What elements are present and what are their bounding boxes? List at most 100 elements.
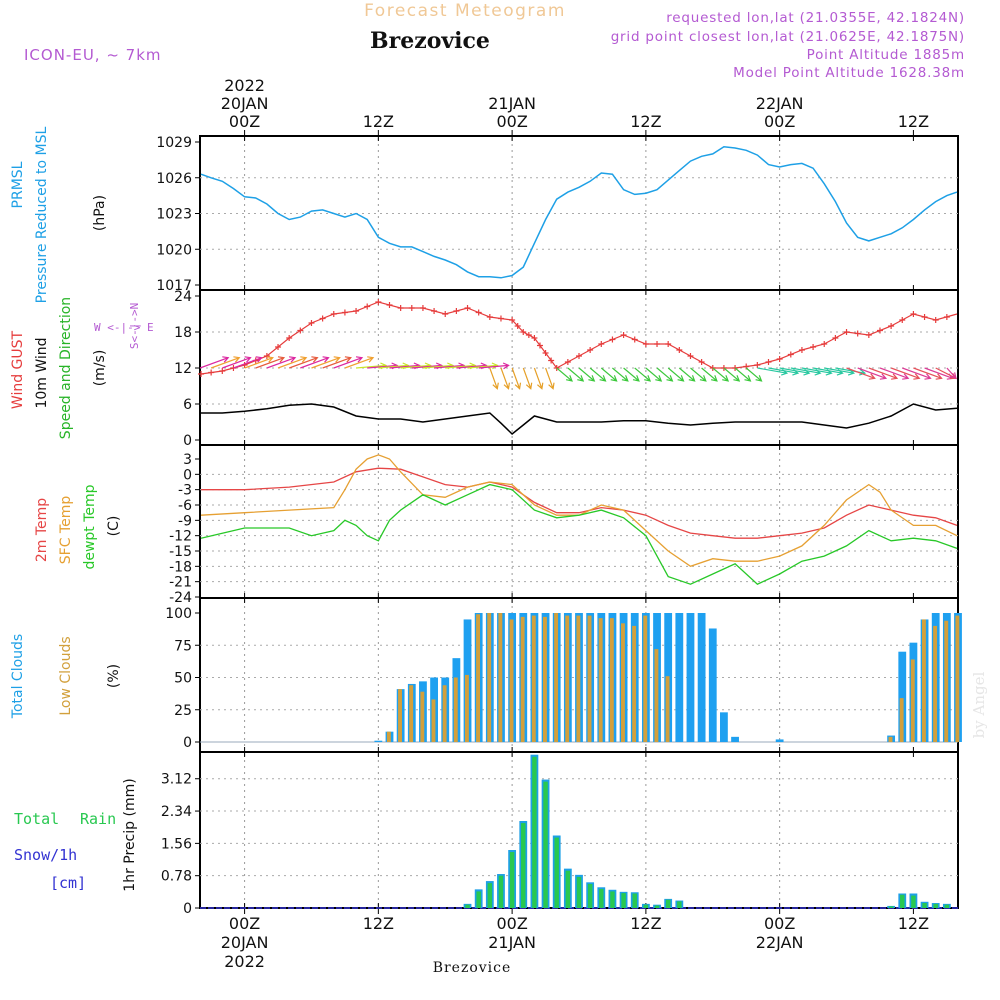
header-title-faint: Forecast Meteogram — [364, 1, 566, 21]
header-point-alt: Point Altitude 1885m — [807, 47, 965, 63]
y-tick-label: -9 — [178, 513, 192, 529]
wind-arrow — [277, 356, 308, 369]
wind-compass-we: W <-|-> E — [94, 321, 154, 334]
total-cloud-bar — [898, 651, 907, 742]
gust-marker — [832, 335, 839, 341]
wind-arrow — [500, 367, 510, 390]
bottom-tick-label: 12Z — [898, 914, 929, 933]
gust-marker — [509, 317, 516, 323]
gust-marker — [308, 320, 315, 326]
low-cloud-bar — [442, 685, 447, 742]
wind-arrow — [511, 367, 522, 390]
y-tick-label: 100 — [165, 606, 192, 622]
gust-marker — [514, 323, 521, 329]
bottom-tick-date: 20JAN — [221, 933, 269, 952]
precip-rain-bar — [554, 837, 559, 908]
gust-marker — [587, 347, 594, 353]
wind-arrow — [222, 356, 252, 369]
y-tick-label: 3 — [183, 452, 192, 468]
low-cloud-bar — [665, 676, 670, 742]
gust-marker — [198, 371, 204, 377]
wind-unit: (m/s) — [92, 350, 108, 387]
total-cloud-bar — [775, 739, 784, 742]
sfc-temp-line — [200, 454, 958, 568]
gust-marker — [609, 336, 616, 343]
y-tick-label: 1029 — [156, 135, 192, 151]
y-tick-label: 1017 — [156, 278, 192, 294]
wind-arrow — [266, 356, 297, 369]
gust-marker — [219, 368, 226, 374]
top-tick-date: 22JAN — [756, 94, 804, 113]
bottom-tick-label: 12Z — [363, 914, 394, 933]
panel-4: 100 75 50 25 0 — [165, 597, 959, 753]
gust-marker — [765, 359, 772, 365]
gust-marker — [297, 327, 304, 334]
gust-marker — [642, 341, 649, 347]
gust-marker — [665, 341, 672, 347]
gust-marker — [497, 315, 504, 322]
gust-marker — [943, 314, 950, 320]
gust-marker — [732, 365, 739, 371]
gust-marker — [910, 311, 917, 317]
gust-marker — [921, 314, 928, 320]
t2m-line — [201, 467, 958, 539]
low-cloud-bar — [409, 685, 414, 742]
y-tick-label: 0 — [183, 735, 192, 751]
wind-speed-line — [201, 403, 958, 436]
precip-rain-bar — [677, 901, 682, 908]
pressure-line — [200, 146, 958, 279]
low-clouds-label: Low Clouds — [58, 636, 74, 715]
precip-rain-bar — [933, 903, 938, 908]
total-cloud-bar — [675, 613, 684, 742]
gust-marker — [876, 327, 883, 334]
wind-arrow — [667, 367, 685, 382]
low-cloud-bar — [476, 614, 481, 742]
gust-marker — [598, 341, 605, 347]
gust-marker — [319, 315, 326, 322]
top-tick-year: 2022 — [224, 76, 265, 95]
wind-arrow — [244, 356, 274, 369]
precip-rain-bar — [543, 781, 548, 908]
precip-ylabel: 1hr Precip (mm) — [122, 778, 138, 891]
gust-marker — [776, 356, 783, 362]
panel-3: 30-3-6-9-12-15-18-21-24 — [169, 444, 959, 606]
y-tick-label: 0.78 — [161, 869, 192, 885]
pressure-label-msl: Pressure Reduced to MSL — [34, 126, 50, 303]
precip-rain-bar — [922, 903, 927, 908]
wind-arrow — [489, 367, 499, 390]
wind-arrow — [522, 367, 533, 390]
precip-rain-bar — [532, 756, 537, 908]
gust-marker — [536, 342, 543, 349]
low-cloud-bar — [944, 620, 949, 742]
wind-arrow — [322, 356, 352, 369]
wind-arrow — [723, 367, 741, 382]
gust-marker — [932, 317, 939, 323]
y-tick-label: -24 — [169, 590, 192, 606]
precip-rain-bar — [509, 852, 515, 908]
wind-arrow — [344, 356, 375, 369]
gust-marker — [631, 336, 638, 343]
total-cloud-bar — [708, 628, 717, 742]
top-tick-date: 20JAN — [221, 94, 269, 113]
wind-arrow — [600, 367, 618, 382]
gust-marker — [854, 330, 861, 337]
precip-rain-bar — [665, 899, 671, 908]
total-cloud-bar — [374, 740, 383, 742]
low-cloud-bar — [921, 619, 926, 742]
t2m-label: 2m Temp — [34, 498, 50, 562]
header-gridpoint: grid point closest lon,lat (21.0625E, 42… — [611, 29, 965, 45]
wind-arrow — [712, 367, 730, 382]
panel-1: 1029 1026 1023 1020 1017 — [156, 135, 959, 294]
y-tick-label: 12 — [174, 361, 192, 377]
low-cloud-bar — [576, 615, 581, 742]
precip-rain-bar — [521, 823, 526, 908]
wind-arrow — [556, 367, 573, 382]
precip-rain-bar — [476, 891, 481, 908]
y-tick-label: -6 — [178, 498, 192, 514]
gust-marker — [208, 369, 215, 376]
gust-marker — [475, 309, 482, 316]
wind-arrow — [288, 356, 319, 369]
precip-rain-bar — [487, 883, 493, 908]
y-tick-label: 25 — [174, 703, 192, 719]
